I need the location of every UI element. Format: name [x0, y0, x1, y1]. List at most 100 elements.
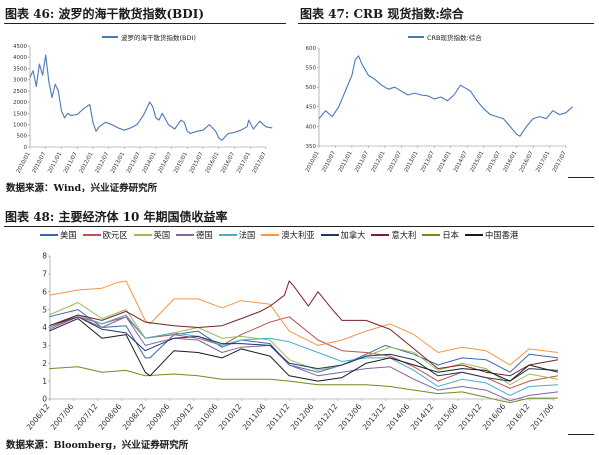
bond10y-x-tick-label: 2016/12	[505, 402, 532, 432]
bond-legend-label: 意大利	[391, 230, 417, 240]
bond10y-x-tick-label: 2008/12	[121, 402, 148, 432]
crb-x-tick-label: 2016/01	[502, 150, 518, 173]
bdi-series-line-1	[29, 54, 273, 141]
crb-y-tick-label: 500	[306, 85, 317, 91]
bdi-y-tick-label: 2000	[13, 100, 27, 106]
bdi-x-tick-label: 2017/01	[236, 151, 252, 174]
bond10y-y-tick-label: 7	[42, 270, 47, 279]
bdi-y-tick-label: 500	[17, 134, 28, 140]
bond10y-x-tick-label: 2013/12	[361, 402, 388, 432]
bond-legend-swatch	[422, 234, 441, 236]
bdi-y-tick-label: 0	[24, 145, 28, 151]
bond10y-x-tick-label: 2006/12	[25, 402, 52, 432]
source-rule-bottom-right	[568, 434, 594, 435]
title-rule-right	[298, 23, 594, 24]
panel48-title: 图表 48: 主要经济体 10 年期国债收益率	[5, 210, 228, 224]
bond10y-x-tick-label: 2015/06	[433, 402, 460, 432]
bond10y-x-tick-label: 2011/06	[241, 402, 268, 432]
source-top: 数据来源：Wind，兴业证券研究所	[6, 183, 158, 194]
bdi-x-tick-label: 2016/01	[205, 151, 221, 174]
bond-legend: 美国 欧元区 英国 德国 法国 澳大利亚 加拿大 意大利 日本 中国香港	[40, 229, 595, 241]
panel46-title: 图表 46: 波罗的海干散货指数(BDI)	[5, 7, 205, 21]
bond-legend-label: 美国	[60, 230, 77, 240]
bond-legend-item: 澳大利亚	[261, 229, 315, 241]
bond10y-y-tick-label: 0	[42, 395, 47, 404]
bond10y-y-tick-label: 5	[42, 305, 47, 314]
bond10y-x-tick-label: 2007/06	[49, 402, 76, 432]
crb-x-tick-label: 2011/07	[354, 150, 370, 173]
bdi-x-tick-label: 2015/07	[189, 151, 205, 174]
source-bottom: 数据来源：Bloomberg，兴业证券研究所	[6, 440, 189, 451]
bond-legend-swatch	[176, 234, 195, 236]
bond10y-series-line-2	[49, 316, 559, 389]
bdi-legend-label: 波罗的海干散货指数(BDI)	[121, 34, 196, 42]
bond-legend-label: 欧元区	[102, 230, 128, 240]
bond10y-x-tick-label: 2009/06	[145, 402, 172, 432]
bond-legend-label: 德国	[196, 230, 213, 240]
bdi-x-tick-label: 2015/01	[173, 151, 189, 174]
bond10y-series-line-3	[49, 302, 559, 386]
bdi-x-tick-label: 2014/07	[157, 151, 173, 174]
bond10y-series-line-4	[49, 316, 559, 402]
bond-legend-item: 德国	[176, 229, 213, 241]
bdi-x-tick-label: 2010/07	[31, 151, 47, 174]
title-rule-left	[4, 23, 286, 24]
bdi-y-tick-label: 4500	[13, 44, 27, 50]
crb-x-tick-label: 2017/01	[535, 150, 551, 173]
crb-x-tick-label: 2012/01	[371, 150, 387, 173]
bond-legend-swatch	[40, 234, 58, 236]
bdi-x-tick-label: 2010/01	[16, 151, 32, 174]
bond-legend-label: 日本	[442, 230, 459, 240]
crb-x-tick-label: 2015/07	[486, 150, 502, 173]
bdi-y-tick-label: 4000	[13, 55, 27, 61]
crb-x-tick-label: 2013/07	[420, 150, 436, 173]
bond-legend-label: 中国香港	[484, 230, 519, 240]
bond-legend-item: 中国香港	[464, 229, 519, 241]
bdi-x-tick-label: 2011/07	[63, 151, 79, 174]
bdi-x-tick-label: 2013/07	[126, 151, 142, 174]
crb-series-line-1	[318, 55, 573, 137]
bdi-x-tick-label: 2011/01	[47, 151, 63, 174]
bond10y-y-tick-label: 8	[42, 252, 47, 261]
bond-legend-label: 加拿大	[340, 230, 366, 240]
bond10y-x-tick-label: 2016/06	[481, 402, 508, 432]
panel47-title: 图表 47: CRB 现货指数:综合	[300, 7, 464, 21]
bond10y-x-tick-label: 2012/06	[289, 402, 316, 432]
bond10y-x-tick-label: 2014/06	[385, 402, 412, 432]
bond-legend-label: 澳大利亚	[281, 230, 315, 240]
bond-legend-item: 欧元区	[82, 229, 128, 241]
bond10y-x-tick-label: 2017/06	[529, 402, 556, 432]
bond-legend-swatch	[133, 234, 152, 236]
crb-y-tick-label: 450	[306, 105, 317, 111]
bond10y-x-tick-label: 2008/06	[97, 402, 124, 432]
crb-x-tick-label: 2015/01	[469, 150, 485, 173]
bond-legend-item: 美国	[40, 229, 77, 241]
bond-legend-item: 法国	[218, 229, 256, 241]
bond10y-x-tick-label: 2007/12	[73, 402, 100, 432]
bond-legend-swatch	[82, 234, 101, 236]
crb-x-tick-label: 2013/01	[404, 150, 420, 173]
bdi-y-tick-label: 3500	[13, 66, 27, 72]
bond-legend-item: 意大利	[371, 229, 416, 241]
crb-x-tick-label: 2017/07	[552, 150, 568, 173]
crb-y-tick-label: 600	[306, 46, 317, 52]
bond10y-y-tick-label: 2	[42, 359, 47, 368]
bond10y-series-line-10	[49, 318, 559, 382]
bond-legend-label: 英国	[153, 230, 171, 240]
crb-y-tick-label: 350	[306, 144, 317, 150]
bdi-x-tick-label: 2013/01	[110, 151, 126, 174]
bond-legend-label: 法国	[238, 230, 256, 240]
crb-x-tick-label: 2011/01	[338, 150, 354, 173]
bond-legend-item: 英国	[133, 229, 171, 241]
bond10y-x-tick-label: 2012/12	[313, 402, 340, 432]
bond10y-series-line-1	[49, 309, 559, 373]
bond10y-x-tick-label: 2013/06	[337, 402, 364, 432]
bond10y-y-tick-label: 1	[42, 377, 47, 386]
crb-x-tick-label: 2014/07	[453, 150, 469, 173]
bond10y-x-tick-label: 2014/12	[409, 402, 436, 432]
bond10y-x-tick-label: 2010/06	[193, 402, 220, 432]
bond-legend-swatch	[320, 234, 339, 236]
crb-y-tick-label: 550	[306, 66, 317, 72]
bond-legend-swatch	[261, 234, 280, 236]
crb-x-tick-label: 2010/07	[321, 150, 337, 173]
